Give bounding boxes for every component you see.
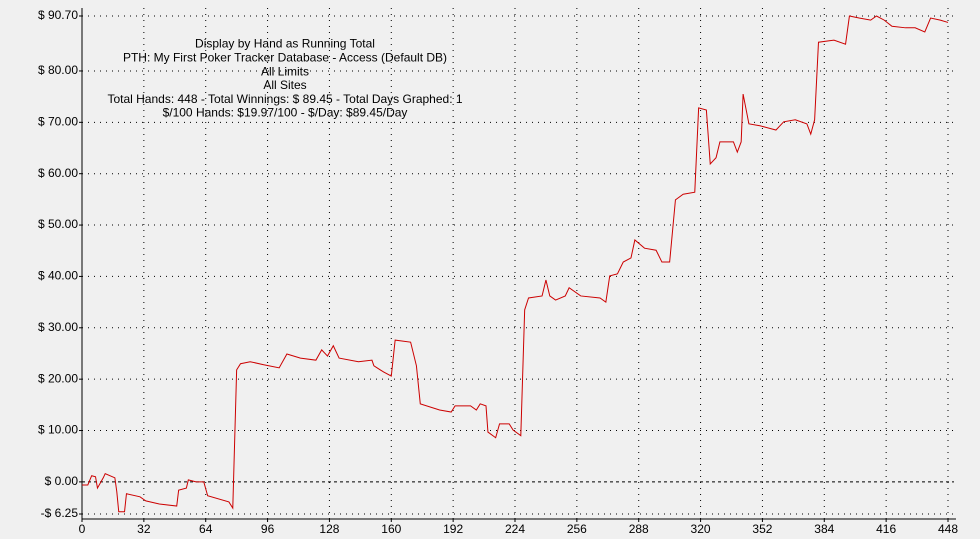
y-tick-label: $ 0.00 xyxy=(45,474,79,488)
y-tick-label: $ 20.00 xyxy=(38,371,78,385)
annotation: All Sites xyxy=(263,78,306,92)
y-tick-label: $ 70.00 xyxy=(38,115,78,129)
x-tick-label: 0 xyxy=(79,522,86,536)
annotation: Total Hands: 448 - Total Winnings: $ 89.… xyxy=(107,92,462,106)
y-tick-label: -$ 6.25 xyxy=(41,506,79,520)
x-tick-label: 192 xyxy=(443,522,463,536)
data-line xyxy=(82,15,949,513)
y-tick-label: $ 80.00 xyxy=(38,63,78,77)
y-tick-label: $ 10.00 xyxy=(38,423,78,437)
x-tick-label: 416 xyxy=(876,522,896,536)
x-tick-label: 352 xyxy=(752,522,772,536)
x-tick-label: 320 xyxy=(691,522,711,536)
x-tick-label: 384 xyxy=(814,522,834,536)
x-tick-label: 96 xyxy=(261,522,275,536)
x-tick-label: 448 xyxy=(938,522,958,536)
y-tick-label: $ 30.00 xyxy=(38,320,78,334)
x-tick-label: 32 xyxy=(137,522,151,536)
x-tick-label: 64 xyxy=(199,522,213,536)
annotation: PTH: My First Poker Tracker Database - A… xyxy=(123,50,447,64)
x-tick-label: 224 xyxy=(505,522,525,536)
x-tick-label: 288 xyxy=(629,522,649,536)
y-tick-label: $ 90.70 xyxy=(38,8,78,22)
annotation: All Limits xyxy=(261,64,309,78)
annotation: $/100 Hands: $19.97/100 - $/Day: $89.45/… xyxy=(163,106,408,120)
y-tick-label: $ 40.00 xyxy=(38,269,78,283)
x-tick-label: 256 xyxy=(567,522,587,536)
x-tick-label: 128 xyxy=(319,522,339,536)
annotation: Display by Hand as Running Total xyxy=(195,37,375,51)
y-tick-label: $ 60.00 xyxy=(38,166,78,180)
y-tick-label: $ 50.00 xyxy=(38,217,78,231)
x-tick-label: 160 xyxy=(381,522,401,536)
